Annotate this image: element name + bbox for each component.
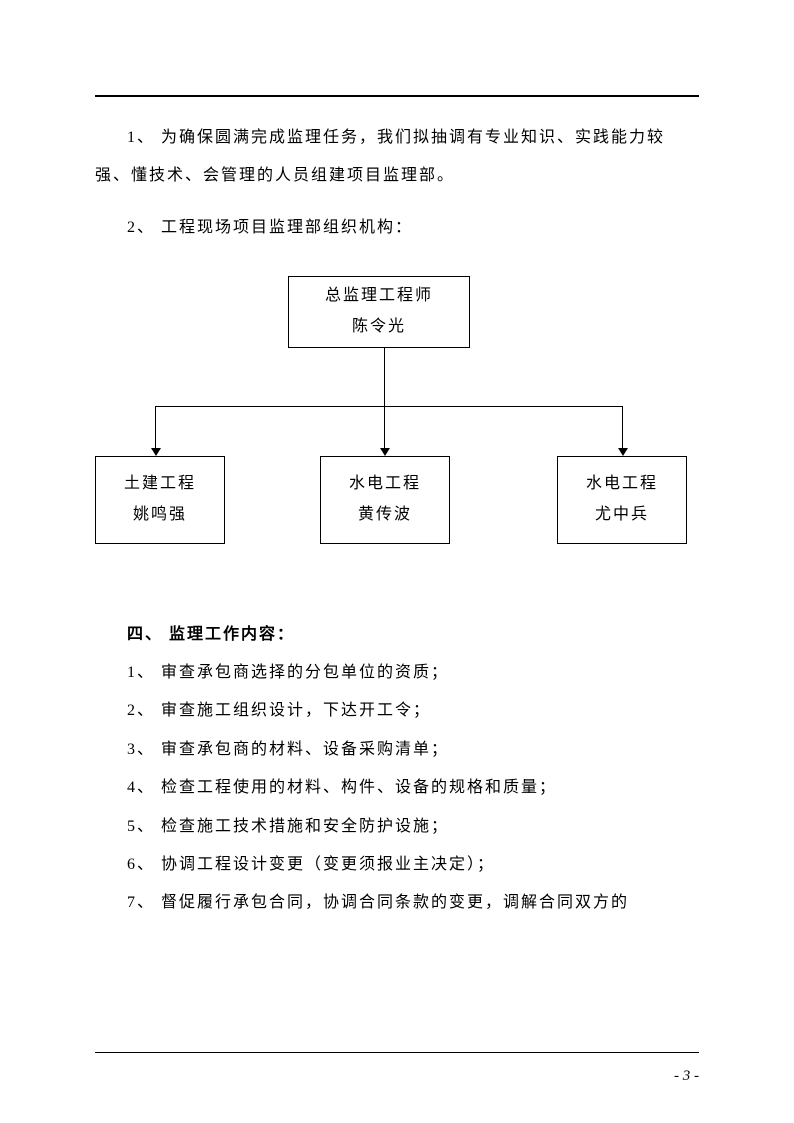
arrow-icon <box>618 448 628 456</box>
paragraph-1: 1、 为确保圆满完成监理任务，我们拟抽调有专业知识、实践能力较强、懂技术、会管理… <box>95 119 699 196</box>
list-item: 4、 检查工程使用的材料、构件、设备的规格和质量； <box>95 769 699 807</box>
org-line <box>155 406 622 407</box>
list-item: 2、 审查施工组织设计，下达开工令； <box>95 692 699 730</box>
page-content: 1、 为确保圆满完成监理任务，我们拟抽调有专业知识、实践能力较强、懂技术、会管理… <box>95 95 699 1053</box>
arrow-icon <box>380 448 390 456</box>
list-item: 7、 督促履行承包合同，协调合同条款的变更，调解合同双方的 <box>95 884 699 922</box>
org-node-child-1: 土建工程 姚鸣强 <box>95 456 225 544</box>
org-node-title: 总监理工程师 <box>325 281 433 311</box>
list-item: 3、 审查承包商的材料、设备采购清单； <box>95 731 699 769</box>
org-node-name: 黄传波 <box>358 500 412 530</box>
list-item: 5、 检查施工技术措施和安全防护设施； <box>95 808 699 846</box>
org-node-title: 土建工程 <box>124 469 196 499</box>
org-line <box>384 406 385 448</box>
org-line <box>155 406 156 448</box>
org-node-title: 水电工程 <box>349 469 421 499</box>
org-node-name: 尤中兵 <box>595 500 649 530</box>
body: 1、 为确保圆满完成监理任务，我们拟抽调有专业知识、实践能力较强、懂技术、会管理… <box>95 97 699 923</box>
org-node-child-3: 水电工程 尤中兵 <box>557 456 687 544</box>
list-item: 6、 协调工程设计变更（变更须报业主决定）； <box>95 846 699 884</box>
section-4-title: 四、 监理工作内容： <box>95 616 699 654</box>
org-node-title: 水电工程 <box>586 469 658 499</box>
org-node-name: 姚鸣强 <box>133 500 187 530</box>
org-node-child-2: 水电工程 黄传波 <box>320 456 450 544</box>
page-number: - 3 - <box>674 1068 699 1085</box>
org-line <box>384 348 385 406</box>
org-line <box>622 406 623 448</box>
org-node-name: 陈令光 <box>352 312 406 342</box>
org-node-root: 总监理工程师 陈令光 <box>288 276 470 348</box>
org-chart: 总监理工程师 陈令光 土建工程 姚鸣强 水电工程 黄传波 <box>95 276 699 576</box>
paragraph-2: 2、 工程现场项目监理部组织机构： <box>95 209 699 247</box>
list-item: 1、 审查承包商选择的分包单位的资质； <box>95 654 699 692</box>
arrow-icon <box>151 448 161 456</box>
bottom-rule <box>95 1052 699 1054</box>
